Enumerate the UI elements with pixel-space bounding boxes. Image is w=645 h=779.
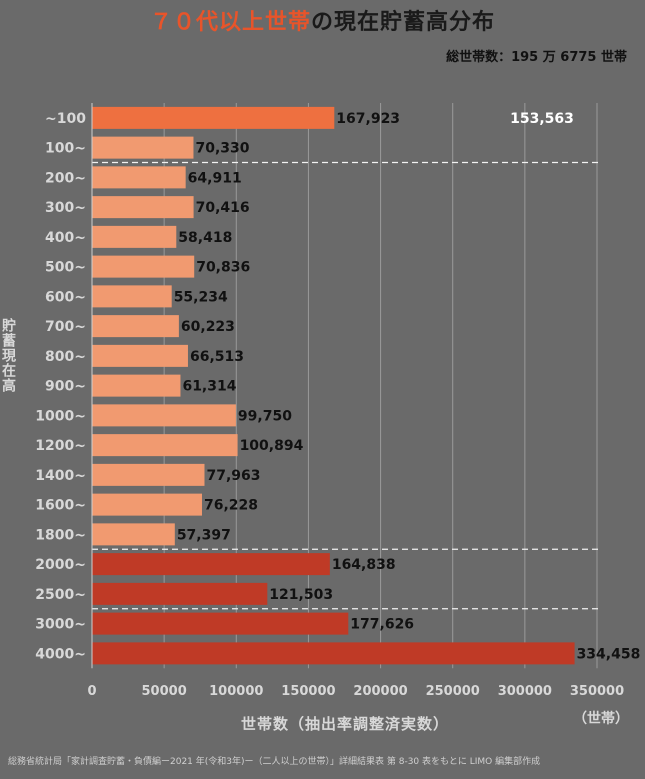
category-label: ~100 (45, 111, 86, 127)
value-label: 99,750 (238, 408, 292, 424)
bar (92, 642, 575, 665)
x-axis-label: 世帯数（抽出率調整済実数） (240, 715, 449, 733)
category-label: 100~ (45, 141, 86, 157)
category-label: 1600~ (35, 498, 86, 514)
category-label: 600~ (45, 289, 86, 305)
x-tick-label: 150000 (281, 684, 335, 699)
bar (92, 285, 172, 308)
x-tick-label: 250000 (426, 684, 480, 699)
bar (92, 344, 188, 367)
value-label: 77,963 (206, 468, 260, 484)
value-label: 177,626 (350, 617, 414, 633)
bar (92, 106, 335, 129)
bar (92, 493, 202, 516)
bar (92, 434, 238, 457)
category-label: 4000~ (35, 646, 86, 662)
x-tick-label: 350000 (570, 684, 624, 699)
value-label: 66,513 (190, 349, 244, 365)
total-households: 総世帯数：195 万 6775 世帯 (446, 50, 627, 65)
value-label: 334,458 (577, 646, 641, 662)
y-axis-label: 貯蓄現在高 (0, 318, 16, 393)
category-label: 400~ (45, 230, 86, 246)
value-label: 64,911 (188, 170, 242, 186)
value-label: 55,234 (174, 289, 228, 305)
category-label: 1200~ (35, 438, 86, 454)
bar (92, 315, 179, 338)
category-label: 700~ (45, 319, 86, 335)
value-label: 164,838 (332, 557, 396, 573)
bar (92, 612, 349, 635)
category-label: 200~ (45, 170, 86, 186)
value-label: 70,330 (195, 141, 249, 157)
category-label: 3000~ (35, 617, 86, 633)
x-tick-label: 300000 (498, 684, 552, 699)
bar (92, 582, 268, 605)
value-label: 121,503 (269, 587, 333, 603)
bar (92, 136, 194, 159)
category-label: 300~ (45, 200, 86, 216)
bar (92, 255, 195, 278)
x-tick-label: 200000 (353, 684, 407, 699)
bar (92, 553, 330, 576)
value-label: 100,894 (240, 438, 304, 454)
category-label: 2500~ (35, 587, 86, 603)
value-label: 167,923 (336, 111, 400, 127)
category-label: 900~ (45, 379, 86, 395)
bar (92, 404, 236, 427)
category-label: 800~ (45, 349, 86, 365)
title-highlight: ７０代以上世帯 (149, 10, 311, 35)
x-axis-unit: （世帯） (573, 711, 629, 727)
category-label: 1000~ (35, 408, 86, 424)
x-tick-label: 100000 (209, 684, 263, 699)
category-label: 2000~ (35, 557, 86, 573)
value-label: 58,418 (178, 230, 232, 246)
source-note: 総務省統計局「家計調査貯蓄・負債編ー2021 年(令和3年)ー（二人以上の世帯）… (8, 757, 541, 767)
value-label: 70,836 (196, 260, 250, 276)
bar (92, 196, 194, 219)
bar (92, 463, 205, 486)
category-label: 1400~ (35, 468, 86, 484)
bar (92, 374, 181, 397)
annotation-label: 153,563 (510, 111, 574, 127)
value-label: 61,314 (182, 379, 236, 395)
value-label: 70,416 (196, 200, 250, 216)
title-rest: の現在貯蓄高分布 (311, 10, 496, 35)
bar (92, 225, 177, 248)
bar (92, 166, 186, 189)
x-tick-label: 50000 (142, 684, 187, 699)
value-label: 76,228 (204, 498, 258, 514)
bar (92, 523, 175, 546)
chart-title: ７０代以上世帯の現在貯蓄高分布 (0, 4, 645, 36)
x-tick-label: 0 (87, 684, 96, 699)
category-label: 1800~ (35, 527, 86, 543)
category-label: 500~ (45, 260, 86, 276)
value-label: 57,397 (177, 527, 231, 543)
value-label: 60,223 (181, 319, 235, 335)
